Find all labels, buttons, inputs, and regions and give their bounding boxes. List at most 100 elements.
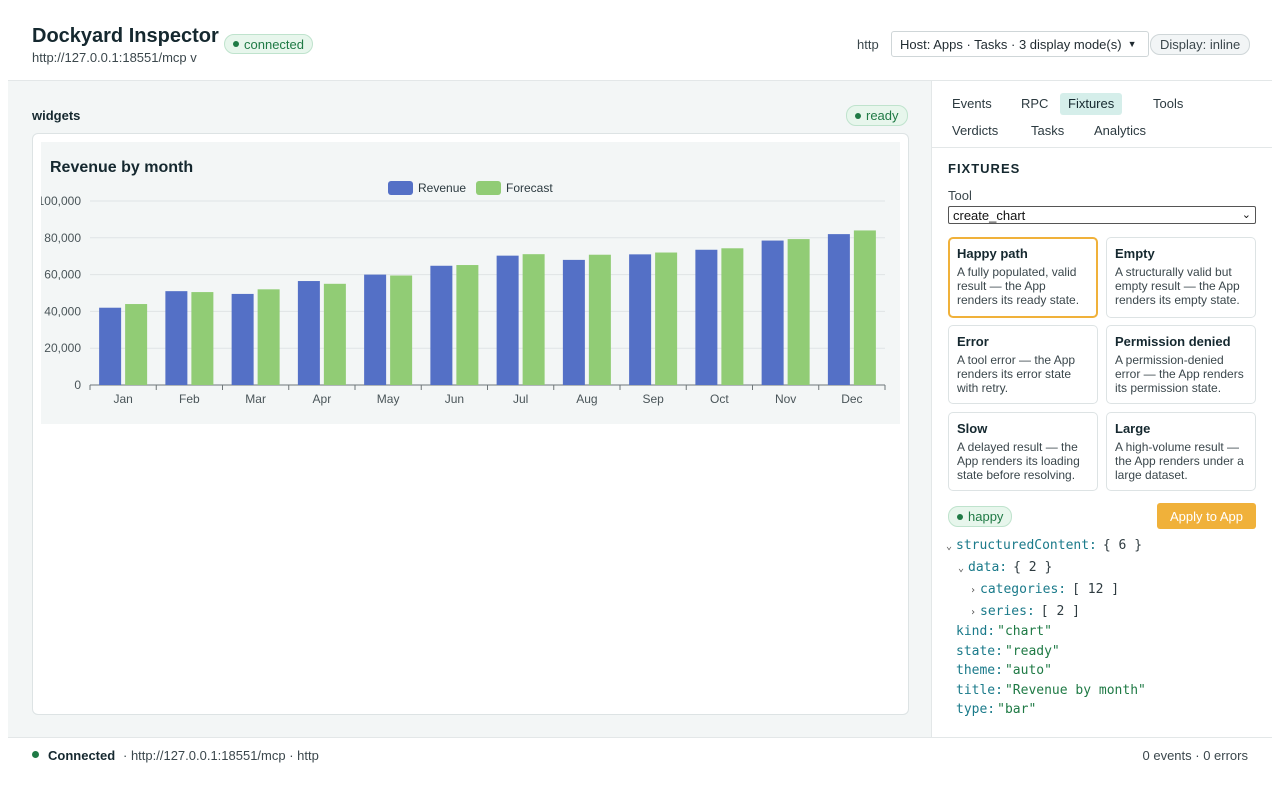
tab-verdicts[interactable]: Verdicts [952, 123, 999, 138]
chart-title: Revenue by month [50, 159, 194, 176]
fixture-card-title: Permission denied [1115, 334, 1231, 349]
json-tree-row: title: "Revenue by month" [946, 682, 1146, 700]
x-tick-label: Oct [710, 392, 729, 406]
fixture-card-description: A tool error — the App renders its error… [957, 353, 1076, 395]
chevron-down-icon[interactable]: ⌄ [958, 563, 965, 574]
fixture-card-large[interactable]: Large A high-volume result — the App rend… [1106, 412, 1256, 491]
x-tick-label: May [377, 392, 400, 406]
status-dot-icon [957, 513, 963, 520]
tool-label: Tool [948, 188, 972, 203]
fixture-card-title: Error [957, 334, 989, 349]
y-tick-label: 60,000 [44, 268, 81, 282]
json-value: "Revenue by month" [1004, 683, 1146, 698]
connection-status-badge: connected [224, 34, 313, 54]
tool-select[interactable]: create_chart ⌄ [948, 206, 1256, 224]
tab-tools[interactable]: Tools [1153, 96, 1184, 111]
fixture-card-description: A delayed result — the App renders its l… [957, 440, 1080, 482]
tab-tasks[interactable]: Tasks [1031, 123, 1065, 138]
json-tree-row: kind: "chart" [946, 623, 1052, 641]
fixture-card-error[interactable]: Error A tool error — the App renders its … [948, 325, 1098, 404]
bar-revenue-feb [165, 291, 188, 385]
json-key: type: [956, 702, 996, 717]
x-tick-label: Jul [513, 392, 528, 406]
tool-select-value: create_chart [953, 207, 1026, 223]
chevron-down-icon[interactable]: ⌄ [946, 541, 953, 552]
fixture-card-title: Happy path [957, 246, 1028, 261]
json-key: structuredContent: [956, 538, 1097, 553]
footer-event-counts: 0 events · 0 errors [1142, 748, 1249, 763]
apply-to-app-button[interactable]: Apply to App [1157, 503, 1256, 529]
app-title: Dockyard Inspector [32, 25, 219, 47]
fixture-badge: happy [948, 506, 1013, 527]
y-tick-label: 100,000 [41, 194, 81, 208]
chevron-right-icon[interactable]: › [970, 607, 977, 618]
bar-forecast-feb [191, 292, 214, 385]
bar-forecast-nov [787, 239, 810, 385]
fixture-card-permission-denied[interactable]: Permission denied A permission-denied err… [1106, 325, 1256, 404]
chevron-down-icon: ⌄ [1241, 209, 1251, 221]
x-tick-label: Dec [841, 392, 862, 406]
json-tree-row[interactable]: › series: [ 2 ] [970, 603, 1080, 621]
fixture-card-slow[interactable]: Slow A delayed result — the App renders i… [948, 412, 1098, 491]
bar-revenue-mar [231, 293, 254, 385]
host-capabilities-select[interactable]: Host: Apps · Tasks · 3 display mode(s) ▼ [891, 31, 1149, 57]
bar-forecast-sep [655, 252, 678, 385]
connection-status-label: connected [244, 36, 304, 52]
x-tick-label: Nov [775, 392, 796, 406]
bar-revenue-oct [695, 249, 718, 385]
chart-panel: Revenue by month 0 20,000 40,000 60,000 80,0… [41, 142, 900, 424]
json-key: title: [956, 683, 1003, 698]
app-header: Dockyard Inspector http://127.0.0.1:1855… [8, 0, 1272, 81]
json-value: "auto" [1004, 663, 1052, 678]
legend-label: Revenue [418, 181, 466, 195]
bar-forecast-jul [522, 254, 545, 385]
legend-swatch-revenue [388, 181, 413, 195]
bar-revenue-apr [297, 281, 320, 385]
inspector-side-panel: Events RPC Fixtures Tools Verdicts Tasks Analy… [931, 81, 1272, 737]
json-tree-row[interactable]: › categories: [ 12 ] [970, 581, 1119, 599]
json-key: categories: [980, 582, 1067, 597]
json-key: series: [980, 604, 1035, 619]
chevron-right-icon[interactable]: › [970, 585, 977, 596]
x-tick-label: Mar [245, 392, 266, 406]
fixture-card-title: Empty [1115, 246, 1155, 261]
transport-label: http [857, 37, 879, 52]
y-tick-label: 40,000 [44, 304, 81, 318]
json-key: data: [968, 560, 1008, 575]
server-url-selector[interactable]: http://127.0.0.1:18551/mcp v [32, 50, 197, 65]
fixture-card-happy-path[interactable]: Happy path A fully populated, valid resul… [948, 237, 1098, 318]
fixture-card-description: A structurally valid but empty result — … [1115, 265, 1240, 307]
json-key: theme: [956, 663, 1003, 678]
fixture-card-description: A fully populated, valid result — the Ap… [957, 265, 1080, 307]
fixture-card-title: Large [1115, 421, 1151, 436]
tab-analytics[interactable]: Analytics [1094, 123, 1147, 138]
tab-events[interactable]: Events [952, 96, 992, 111]
tab-rpc[interactable]: RPC [1021, 96, 1049, 111]
fixtures-heading: FIXTURES [948, 161, 1021, 176]
json-value: { 6 } [1102, 538, 1143, 553]
display-mode-pill[interactable]: Display: inline [1150, 34, 1251, 55]
footer-connection-info: · http://127.0.0.1:18551/mcp · http [123, 748, 319, 763]
host-select-value: Host: Apps · Tasks · 3 display mode(s) [900, 36, 1122, 52]
json-tree-row[interactable]: ⌄ structuredContent: { 6 } [946, 537, 1142, 555]
status-dot-icon [233, 41, 239, 47]
json-value: "ready" [1004, 644, 1060, 659]
bar-revenue-jan [99, 307, 122, 385]
bar-revenue-may [364, 274, 387, 385]
json-tree-row: type: "bar" [946, 701, 1036, 719]
json-value: "bar" [997, 702, 1037, 717]
json-value: [ 12 ] [1072, 582, 1120, 597]
json-key: kind: [956, 624, 996, 639]
y-tick-label: 20,000 [44, 341, 81, 355]
fixture-badge-label: happy [968, 509, 1004, 524]
revenue-chart: 0 20,000 40,000 60,000 80,000 100,000 Jan Feb Ma… [41, 181, 886, 406]
x-tick-label: Sep [642, 392, 664, 406]
fixture-card-empty[interactable]: Empty A structurally valid but empty resu… [1106, 237, 1256, 318]
json-tree-row[interactable]: ⌄ data: { 2 } [958, 559, 1052, 577]
inspector-tabs: Events RPC Fixtures Tools Verdicts Tasks Analy… [932, 81, 1272, 148]
bar-revenue-dec [827, 234, 850, 385]
tab-fixtures[interactable]: Fixtures [1060, 93, 1123, 115]
legend-swatch-forecast [476, 181, 501, 195]
bar-forecast-dec [853, 230, 876, 385]
json-tree-row: theme: "auto" [946, 662, 1052, 680]
